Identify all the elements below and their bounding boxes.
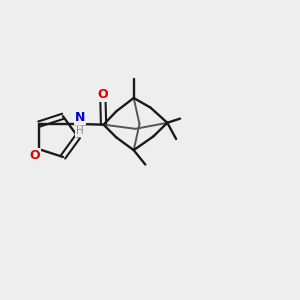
- Text: N: N: [75, 111, 85, 124]
- Text: O: O: [29, 149, 40, 162]
- Text: O: O: [98, 88, 108, 101]
- Text: H: H: [76, 127, 84, 136]
